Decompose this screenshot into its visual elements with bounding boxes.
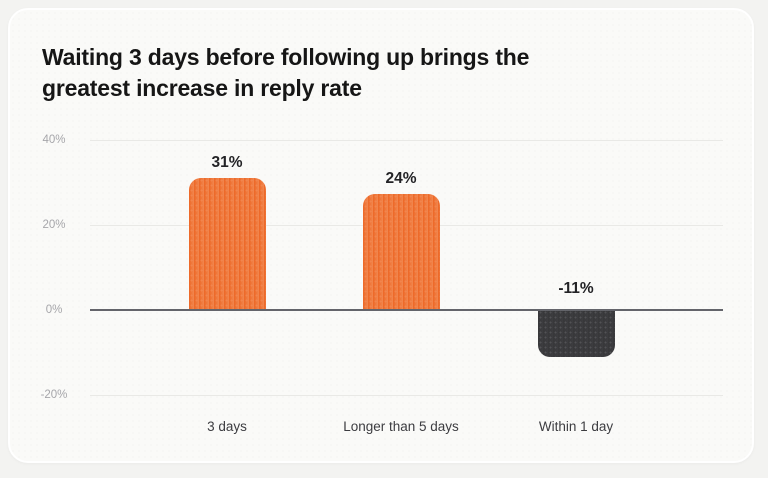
chart-title-line-2: greatest increase in reply rate — [42, 75, 362, 101]
value-label-3-days: 31% — [211, 154, 243, 171]
bar-longer-than-5-days — [363, 194, 440, 310]
gridline--20 — [90, 395, 723, 396]
chart-card: Waiting 3 days before following up bring… — [8, 8, 754, 463]
category-label-3-days: 3 days — [207, 419, 247, 434]
value-label-longer-than-5-days: 24% — [385, 170, 417, 187]
chart-title-line-1: Waiting 3 days before following up bring… — [42, 44, 530, 70]
bar-within-1-day — [538, 310, 615, 357]
gridline-40 — [90, 140, 723, 141]
y-axis-tick-label--20: -20% — [40, 389, 68, 401]
category-label-longer-than-5-days: Longer than 5 days — [343, 419, 459, 434]
category-label-within-1-day: Within 1 day — [538, 419, 614, 434]
y-axis-tick-label-40: 40% — [42, 134, 66, 146]
bar-chart: 40% 20% 0% -20% 31% 3 days 24% Longer than 5 da… — [10, 10, 752, 461]
chart-title: Waiting 3 days before following up bring… — [42, 42, 529, 104]
value-label-within-1-day: -11% — [558, 280, 594, 297]
zero-line — [90, 309, 723, 311]
bar-3-days — [189, 178, 266, 310]
y-axis-tick-label-20: 20% — [42, 219, 66, 231]
y-axis-tick-label-0: 0% — [45, 304, 63, 316]
